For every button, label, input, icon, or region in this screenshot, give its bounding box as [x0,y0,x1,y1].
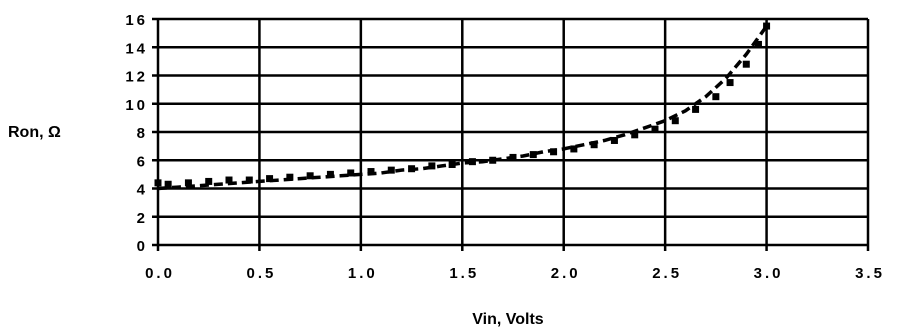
data-point [164,180,172,188]
y-tick-label: 6 [137,153,148,170]
x-tick-label: 1.5 [449,265,479,282]
x-tick-label: 1.0 [348,265,378,282]
data-point [590,141,598,149]
y-tick-label: 2 [137,210,148,227]
data-point [408,165,416,173]
data-point [742,60,750,68]
data-point [306,172,314,180]
y-tick-label: 0 [137,238,148,255]
data-point [712,93,720,101]
data-point [347,169,355,177]
x-tick-labels: 0.0 0.5 1.0 1.5 2.0 2.5 3.0 3.5 [145,265,885,282]
data-point [225,176,233,184]
data-point [266,175,274,183]
y-tick-label: 4 [137,182,148,199]
data-point [367,168,375,176]
data-point [671,117,679,125]
fit-curve [157,25,769,191]
x-tick-label: 3.0 [754,265,784,282]
data-point [245,176,253,184]
data-point [692,105,700,113]
data-point [631,131,639,139]
fit-line [157,25,769,191]
data-point [154,179,162,187]
x-tick-label: 2.5 [652,265,682,282]
data-point [651,125,659,133]
data-point [529,151,537,159]
x-tick-label: 2.0 [551,265,581,282]
y-tick-labels: 0 2 4 6 8 10 12 14 16 [125,12,148,255]
y-tick-label: 14 [125,40,148,57]
data-point [763,22,771,30]
data-point [726,79,734,87]
data-point [754,40,762,48]
y-axis-label: Ron, Ω [8,124,61,141]
data-point [550,148,558,156]
y-tick-label: 8 [137,125,148,142]
data-point [610,136,618,144]
data-markers [154,22,771,188]
y-tick-label: 10 [125,97,148,114]
x-tick-label: 0.0 [145,265,175,282]
data-point [205,177,213,185]
y-tick-label: 16 [125,12,148,29]
data-point [509,153,517,161]
data-point [387,166,395,174]
y-tick-label: 12 [125,69,148,86]
data-point [468,158,476,166]
grid [152,17,870,251]
x-tick-label: 3.5 [855,265,885,282]
data-point [286,173,294,181]
data-point [428,162,436,170]
data-point [326,170,334,178]
data-point [448,160,456,168]
x-tick-label: 0.5 [246,265,276,282]
data-point [184,179,192,187]
data-point [489,156,497,164]
data-point [570,145,578,153]
x-axis-label: Vin, Volts [472,311,544,328]
